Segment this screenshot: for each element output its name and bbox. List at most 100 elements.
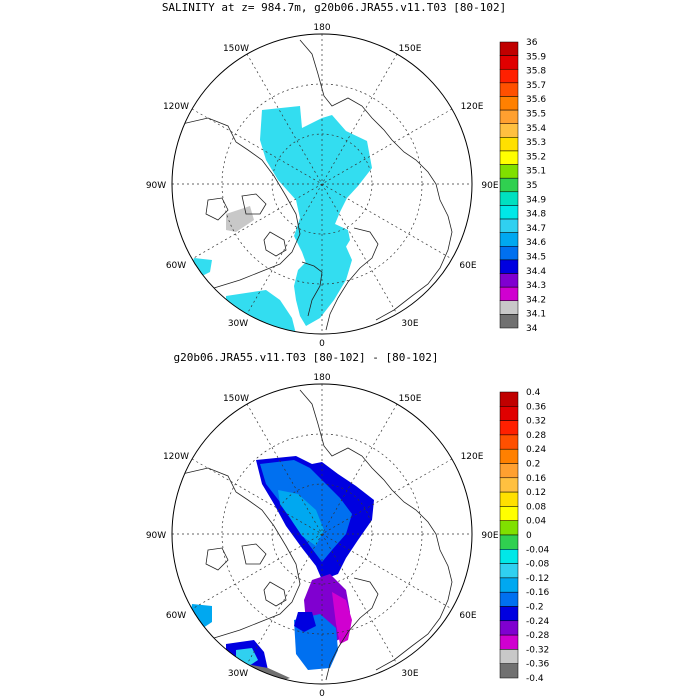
- label-lon-150e-top: 150E: [399, 44, 422, 54]
- colorbar-top-swatch: [499, 232, 519, 247]
- colorbar-bottom-swatch: [499, 477, 519, 493]
- colorbar-top-swatch: [499, 150, 519, 165]
- colorbar-top-tick-label: 34.9: [526, 195, 546, 205]
- colorbar-top-tick-label: 35.5: [526, 110, 546, 120]
- colorbar-top-swatch: [499, 246, 519, 261]
- colorbar-bottom-swatch: [499, 420, 519, 436]
- colorbar-bottom-swatch: [499, 534, 519, 550]
- label-lon-60e-bottom: 60E: [459, 611, 476, 621]
- colorbar-top-swatch: [499, 177, 519, 193]
- panel-bottom: g20b06.JRA55.v11.T03 [80-102] - [80-102]: [146, 351, 550, 699]
- colorbar-bottom-tick-label: -0.04: [526, 545, 550, 555]
- colorbar-top-tick-label: 34: [526, 324, 538, 334]
- colorbar-top-tick-label: 34.2: [526, 295, 546, 305]
- colorbar-top-tick-label: 35.3: [526, 138, 546, 148]
- colorbar-top-tick-label: 34.8: [526, 210, 546, 220]
- colorbar-bottom-swatch: [499, 620, 519, 636]
- salinity-field-gray-baffin: [226, 206, 254, 232]
- colorbar-top-swatch: [499, 68, 519, 84]
- colorbar-bottom-tick-label: 0.2: [526, 460, 540, 470]
- label-lon-150w-bottom: 150W: [223, 394, 249, 404]
- colorbar-top-tick-label: 34.3: [526, 281, 546, 291]
- colorbar-bottom-tick-label: -0.12: [526, 574, 549, 584]
- colorbar-top-swatch: [499, 109, 519, 124]
- colorbar-top-tick-label: 35.1: [526, 167, 546, 177]
- label-lon-60w-bottom: 60W: [166, 611, 186, 621]
- colorbar-bottom-swatch: [499, 606, 519, 622]
- label-lon-90e-bottom: 90E: [481, 531, 498, 541]
- colorbar-top: 36 35.9 35.8 35.7 35.6 35.5 35.4 35.3 35.2 35.1 35…: [499, 38, 546, 334]
- label-lon-150e-bottom: 150E: [399, 394, 422, 404]
- colorbar-bottom-tick-label: 0.04: [526, 517, 546, 527]
- colorbar-top-tick-label: 34.4: [526, 267, 546, 277]
- colorbar-bottom-swatch: [499, 448, 519, 464]
- colorbar-top-tick-label: 35.4: [526, 124, 546, 134]
- colorbar-bottom-tick-label: 0.08: [526, 502, 546, 512]
- colorbar-bottom-swatch: [499, 520, 519, 536]
- colorbar-bottom-tick-label: 0.32: [526, 417, 546, 427]
- colorbar-top-tick-label: 34.5: [526, 253, 546, 263]
- colorbar-bottom-tick-label: -0.2: [526, 603, 544, 613]
- colorbar-bottom-swatch: [499, 391, 519, 407]
- colorbar-bottom-tick-label: -0.16: [526, 588, 550, 598]
- diff-field-central-light: [278, 490, 324, 546]
- map-boundary-top: [171, 33, 473, 335]
- colorbar-top-tick-label: 34.7: [526, 224, 546, 234]
- label-lon-30w-bottom: 30W: [228, 669, 248, 679]
- colorbar-top-swatch: [499, 218, 519, 233]
- coastlines-top: [181, 39, 453, 331]
- colorbar-bottom-tick-label: 0.16: [526, 474, 546, 484]
- graticule-bottom: [172, 384, 472, 684]
- colorbar-bottom-tick-label: -0.28: [526, 631, 550, 641]
- colorbar-bottom-tick-label: 0: [526, 531, 532, 541]
- label-lon-60e-top: 60E: [459, 261, 476, 271]
- diff-field-labrador: [190, 604, 212, 630]
- colorbar-bottom-swatch: [499, 649, 519, 664]
- colorbar-bottom-swatch: [499, 406, 519, 421]
- map-boundary-bottom: [171, 383, 473, 685]
- colorbar-top-swatch: [499, 96, 519, 111]
- label-lon-90w-bottom: 90W: [146, 531, 166, 541]
- polar-map-bottom: [172, 384, 472, 684]
- colorbar-top-tick-label: 35.6: [526, 95, 546, 105]
- label-lon-180-top: 180: [313, 23, 330, 33]
- title-top: SALINITY at z= 984.7m, g20b06.JRA55.v11.…: [162, 1, 506, 14]
- label-lon-120e-bottom: 120E: [461, 452, 484, 462]
- colorbar-top-swatch: [499, 273, 519, 288]
- colorbar-top-tick-label: 35.8: [526, 67, 546, 77]
- colorbar-bottom-swatch: [499, 563, 519, 579]
- colorbar-bottom-tick-label: 0.24: [526, 445, 546, 455]
- diff-field-nordic-dark: [294, 612, 316, 632]
- colorbar-bottom-swatch: [499, 463, 519, 479]
- colorbar-top-swatch: [499, 205, 519, 220]
- colorbar-top-swatch: [499, 314, 519, 329]
- colorbar-bottom-tick-label: -0.4: [526, 674, 544, 684]
- colorbar-bottom-swatch: [499, 577, 519, 593]
- colorbar-bottom-tick-label: 0.28: [526, 431, 546, 441]
- colorbar-top-swatch: [499, 259, 519, 274]
- colorbar-top-swatch: [499, 41, 519, 56]
- colorbar-top-swatch: [499, 286, 519, 302]
- colorbar-top-swatch: [499, 123, 519, 138]
- colorbar-bottom-swatch: [499, 491, 519, 507]
- colorbar-bottom-swatch: [499, 506, 519, 521]
- panel-top: SALINITY at z= 984.7m, g20b06.JRA55.v11.…: [146, 1, 546, 349]
- label-lon-90e-top: 90E: [481, 181, 498, 191]
- colorbar-top-swatch: [499, 137, 519, 152]
- colorbar-bottom-tick-label: -0.36: [526, 660, 550, 670]
- label-lon-30e-bottom: 30E: [401, 669, 418, 679]
- colorbar-top-swatch: [499, 191, 519, 206]
- label-lon-180-bottom: 180: [313, 373, 330, 383]
- colorbar-bottom-tick-label: 0.12: [526, 488, 546, 498]
- colorbar-bottom-tick-label: -0.24: [526, 617, 550, 627]
- label-lon-150w-top: 150W: [223, 44, 249, 54]
- colorbar-bottom-tick-label: -0.32: [526, 645, 549, 655]
- colorbar-top-tick-label: 35.9: [526, 52, 546, 62]
- colorbar-top-swatch: [499, 82, 519, 97]
- label-lon-90w-top: 90W: [146, 181, 166, 191]
- colorbar-top-tick-label: 35.7: [526, 81, 546, 91]
- colorbar-bottom-swatch: [499, 663, 519, 679]
- graticule-top: [172, 34, 472, 334]
- colorbar-top-swatch: [499, 164, 519, 179]
